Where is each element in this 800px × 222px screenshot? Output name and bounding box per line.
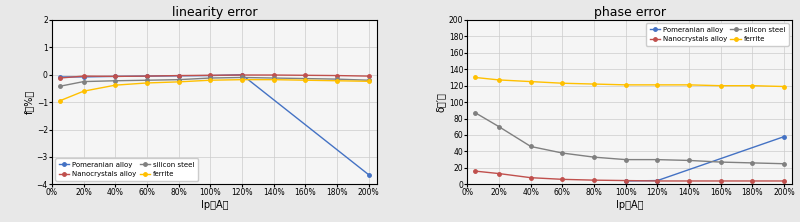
Pomeranian alloy [206, 74, 215, 77]
Nanocrystals alloy [206, 74, 215, 77]
Nanocrystals alloy [55, 77, 65, 79]
Pomeranian alloy [110, 75, 120, 78]
Nanocrystals alloy [558, 178, 567, 181]
Nanocrystals alloy [653, 180, 662, 182]
silicon steel [590, 156, 599, 159]
Line: Nanocrystals alloy: Nanocrystals alloy [474, 169, 786, 183]
Pomeranian alloy [621, 180, 630, 182]
Nanocrystals alloy [237, 74, 246, 76]
silicon steel [779, 163, 789, 165]
silicon steel [174, 78, 183, 81]
Nanocrystals alloy [716, 180, 726, 182]
Nanocrystals alloy [590, 179, 599, 182]
silicon steel [470, 111, 480, 114]
ferrite [174, 81, 183, 83]
ferrite [110, 84, 120, 87]
Nanocrystals alloy [621, 179, 630, 182]
Nanocrystals alloy [364, 75, 374, 77]
X-axis label: Ip（A）: Ip（A） [201, 200, 228, 210]
silicon steel [79, 80, 89, 83]
Pomeranian alloy [174, 75, 183, 77]
silicon steel [364, 79, 374, 81]
silicon steel [301, 77, 310, 80]
Pomeranian alloy [237, 73, 246, 76]
ferrite [621, 83, 630, 86]
Pomeranian alloy [142, 75, 152, 77]
Pomeranian alloy [55, 76, 65, 78]
silicon steel [716, 161, 726, 163]
Line: Pomeranian alloy: Pomeranian alloy [624, 135, 786, 183]
Nanocrystals alloy [332, 74, 342, 77]
Legend: Pomeranian alloy, Nanocrystals alloy, silicon steel, ferrite: Pomeranian alloy, Nanocrystals alloy, si… [55, 158, 198, 181]
silicon steel [653, 158, 662, 161]
Nanocrystals alloy [110, 75, 120, 78]
Y-axis label: f（%）: f（%） [24, 90, 34, 114]
Y-axis label: δ（′）: δ（′） [436, 92, 446, 112]
Nanocrystals alloy [494, 172, 504, 175]
ferrite [526, 80, 535, 83]
Line: ferrite: ferrite [474, 76, 786, 88]
silicon steel [526, 145, 535, 148]
ferrite [494, 79, 504, 81]
Nanocrystals alloy [779, 180, 789, 182]
ferrite [142, 82, 152, 84]
silicon steel [684, 159, 694, 162]
ferrite [653, 83, 662, 86]
ferrite [748, 84, 758, 87]
Nanocrystals alloy [142, 75, 152, 77]
Line: Pomeranian alloy: Pomeranian alloy [58, 73, 370, 176]
silicon steel [110, 79, 120, 82]
silicon steel [748, 162, 758, 164]
Line: silicon steel: silicon steel [474, 111, 786, 165]
Pomeranian alloy [653, 179, 662, 182]
Nanocrystals alloy [174, 74, 183, 77]
ferrite [332, 79, 342, 82]
ferrite [716, 84, 726, 87]
silicon steel [621, 158, 630, 161]
Nanocrystals alloy [301, 74, 310, 77]
ferrite [558, 82, 567, 85]
Line: silicon steel: silicon steel [58, 76, 370, 88]
Nanocrystals alloy [470, 170, 480, 172]
Pomeranian alloy [79, 76, 89, 78]
Nanocrystals alloy [684, 180, 694, 182]
ferrite [206, 79, 215, 81]
Pomeranian alloy [364, 173, 374, 176]
ferrite [237, 78, 246, 81]
Nanocrystals alloy [748, 180, 758, 182]
silicon steel [558, 152, 567, 154]
Legend: Pomeranian alloy, Nanocrystals alloy, silicon steel, ferrite: Pomeranian alloy, Nanocrystals alloy, si… [646, 24, 789, 46]
ferrite [590, 83, 599, 85]
Pomeranian alloy [779, 135, 789, 138]
ferrite [470, 76, 480, 79]
Line: Nanocrystals alloy: Nanocrystals alloy [58, 73, 370, 80]
silicon steel [332, 78, 342, 80]
Nanocrystals alloy [526, 176, 535, 179]
silicon steel [237, 76, 246, 79]
ferrite [779, 85, 789, 88]
ferrite [79, 90, 89, 93]
silicon steel [142, 79, 152, 81]
Nanocrystals alloy [79, 75, 89, 77]
Title: linearity error: linearity error [171, 6, 257, 19]
ferrite [364, 80, 374, 83]
silicon steel [55, 85, 65, 87]
silicon steel [269, 77, 278, 79]
ferrite [269, 78, 278, 81]
Nanocrystals alloy [269, 74, 278, 76]
ferrite [684, 83, 694, 86]
silicon steel [206, 77, 215, 79]
X-axis label: Ip（A）: Ip（A） [616, 200, 643, 210]
ferrite [301, 79, 310, 81]
Line: ferrite: ferrite [58, 78, 370, 103]
silicon steel [494, 125, 504, 128]
Title: phase error: phase error [594, 6, 666, 19]
ferrite [55, 99, 65, 102]
